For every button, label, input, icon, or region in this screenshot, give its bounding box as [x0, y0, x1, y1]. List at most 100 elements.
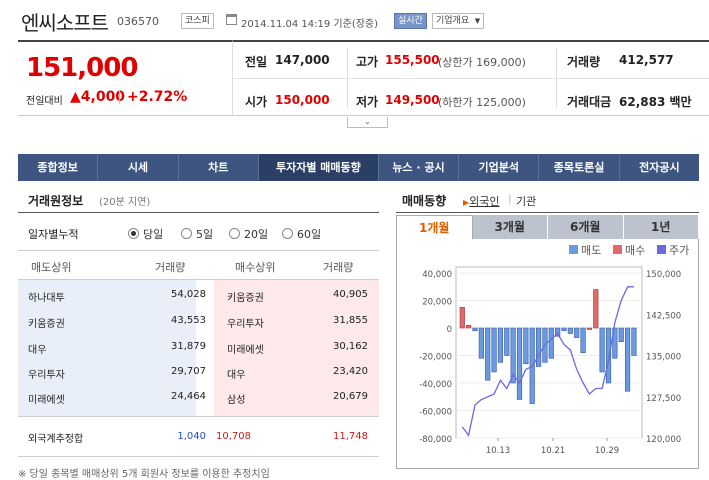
sell-top-header: 매도상위 [31, 261, 72, 274]
left-tick-label: -20,000 [419, 353, 452, 363]
stock-name: 엔씨소프트 [21, 11, 109, 35]
legend-label: 매수 [625, 244, 645, 257]
buy-volume: 31,855 [333, 315, 368, 326]
quote-date: 2014.11.04 14:19 기준(장중) [241, 19, 379, 30]
x-tick-label: 10.29 [595, 446, 619, 456]
right-tick-label: 135,000 [646, 353, 681, 363]
chart-frame [396, 239, 699, 469]
market-badge: 코스피 [181, 13, 214, 29]
divider [18, 416, 379, 417]
tab-news[interactable]: 뉴스 · 공시 [379, 154, 460, 181]
buy-broker-name[interactable]: 우리투자 [227, 319, 264, 330]
amount-value: 62,883 백만 [619, 95, 692, 109]
x-tick-label: 10.21 [541, 446, 565, 456]
prev-close-value: 147,000 [275, 53, 330, 67]
change-percent: +2.72% [127, 89, 188, 105]
net-sell-bar [485, 327, 491, 381]
period-today[interactable]: 당일 [128, 226, 163, 242]
buy-broker-name[interactable]: 미래에셋 [227, 345, 264, 356]
buy-broker-name[interactable]: 삼성 [227, 395, 246, 406]
tab-1y[interactable]: 1년 [623, 215, 699, 239]
company-overview-button[interactable]: 기업개요 ▼ [432, 13, 485, 29]
buy-volume-header: 거래량 [323, 261, 354, 274]
legend-label: 매도 [581, 244, 601, 257]
calendar-icon [226, 14, 237, 25]
net-buy-bar [586, 327, 593, 330]
period-20d-label: 20일 [244, 228, 269, 241]
x-tick-label: 10.13 [486, 446, 510, 456]
tab-1m[interactable]: 1개월 [396, 215, 473, 239]
divider [119, 90, 120, 104]
buy-volume: 23,420 [333, 366, 368, 377]
divider [18, 212, 379, 213]
right-tick-label: 142,500 [646, 311, 681, 321]
period-60d[interactable]: 60일 [282, 226, 321, 242]
net-sell-bar [491, 327, 497, 373]
tab-investor-trend[interactable]: 투자자별 매매동향 [258, 154, 379, 181]
left-tick-label: 40,000 [422, 270, 452, 280]
main-tabs: 종합정보 시세 차트 투자자별 매매동향 뉴스 · 공시 기업분석 종목토론실 … [18, 154, 699, 181]
net-sell-bar [535, 327, 542, 367]
legend-swatch [657, 245, 666, 254]
divider [556, 48, 557, 108]
left-tick-label: -60,000 [419, 408, 452, 418]
tab-discussion[interactable]: 종목토론실 [539, 154, 620, 181]
tab-disclosure[interactable]: 전자공시 [639, 161, 680, 174]
volume-value: 412,577 [619, 53, 674, 67]
high-value: 155,500 [385, 53, 440, 67]
buy-broker-name[interactable]: 대우 [227, 370, 246, 381]
net-sell-bar [618, 327, 624, 343]
foreign-label: 외국계추정합 [28, 434, 84, 445]
period-5d[interactable]: 5일 [181, 226, 213, 242]
left-tick-label: 0 [447, 325, 452, 335]
net-buy-bar [459, 307, 465, 329]
right-tick-label: 150,000 [646, 270, 681, 280]
volume-label: 거래량 [567, 55, 601, 69]
sell-broker-name[interactable]: 하나대투 [28, 293, 65, 304]
divider [232, 78, 709, 79]
tab-overview[interactable]: 종합정보 [18, 154, 99, 181]
net-sell-bar [548, 327, 554, 359]
sell-broker-name[interactable]: 우리투자 [28, 370, 65, 381]
amount-label: 거래대금 [567, 95, 612, 109]
net-sell-bar [631, 327, 637, 356]
delay-note: (20분 지연) [99, 197, 151, 208]
sell-broker-name[interactable]: 대우 [28, 345, 47, 356]
divider [18, 279, 379, 280]
net-sell-bar [504, 327, 510, 356]
tab-price[interactable]: 시세 [98, 154, 179, 181]
sell-volume-header: 거래량 [155, 261, 186, 274]
footnote: ※ 당일 종목별 매매상위 5개 회원사 정보를 이용한 추정치임 [18, 469, 270, 480]
radio-icon [229, 228, 240, 239]
realtime-button[interactable]: 실시간 [394, 13, 427, 29]
tab-6m[interactable]: 6개월 [548, 215, 624, 239]
net-sell-bar [516, 327, 523, 400]
sell-broker-name[interactable]: 키움증권 [28, 319, 65, 330]
high-label: 고가 [356, 55, 379, 69]
tab-chart[interactable]: 차트 [179, 154, 259, 181]
sell-volume: 24,464 [171, 391, 206, 402]
triangle-right-icon: ▶ [463, 198, 470, 207]
prev-close-label: 전일 [245, 55, 268, 69]
filter-institution[interactable]: 기관 [516, 195, 537, 208]
legend-label: 주가 [669, 244, 689, 257]
sell-broker-name[interactable]: 미래에셋 [28, 395, 65, 406]
net-sell-bar [599, 327, 605, 373]
price-line [461, 286, 634, 437]
tab-3m[interactable]: 3개월 [472, 215, 548, 239]
net-sell-bar [561, 327, 567, 332]
tab-company-analysis[interactable]: 기업분석 [459, 154, 540, 181]
divider [347, 48, 348, 108]
divider [18, 456, 379, 457]
radio-icon [128, 228, 139, 239]
filter-foreigner-label: 외국인 [469, 195, 500, 208]
period-20d[interactable]: 20일 [229, 226, 268, 242]
buy-top-header: 매수상위 [235, 261, 276, 274]
buy-broker-name[interactable]: 키움증권 [227, 293, 264, 304]
net-sell-bar [567, 327, 573, 334]
filter-foreigner[interactable]: ▶외국인 [463, 193, 500, 209]
collapse-toggle[interactable]: ⌄ [347, 117, 388, 128]
net-sell-bar [605, 327, 612, 384]
change-amount: ▲4,000 [70, 89, 126, 105]
lower-limit: (하한가 125,000) [438, 96, 526, 109]
